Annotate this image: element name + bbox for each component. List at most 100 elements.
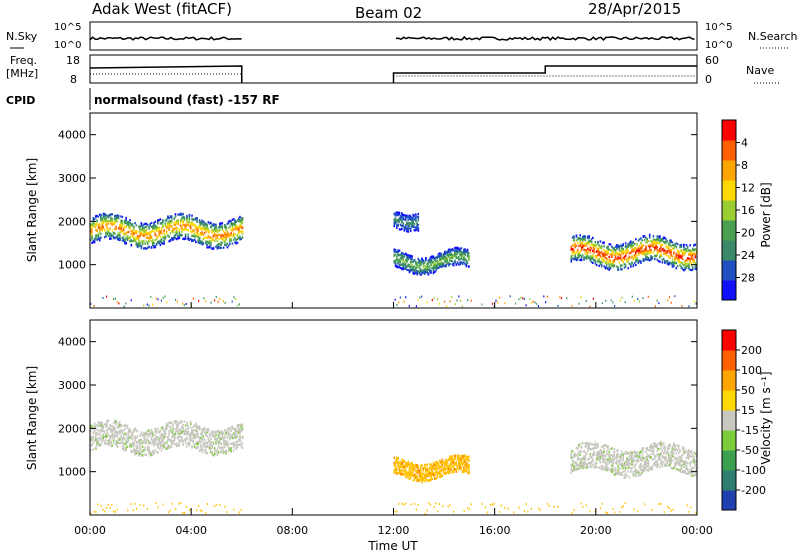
echo-cell: [576, 448, 579, 451]
echo-cell: [606, 261, 608, 264]
echo-cell: [393, 469, 396, 472]
echo-cell: [463, 465, 465, 468]
echo-cell: [239, 224, 241, 227]
echo-cell: [397, 262, 399, 265]
echo-cell: [588, 242, 590, 246]
echo-cell: [408, 223, 411, 226]
echo-cell: [145, 247, 148, 250]
echo-cell: [238, 226, 240, 229]
power-ylabel: Slant Range [km]: [25, 158, 39, 262]
echo-cell: [110, 219, 112, 222]
echo-cell: [240, 237, 243, 241]
echo-cell: [198, 221, 201, 224]
echo-cell: [195, 218, 197, 221]
echo-cell: [240, 440, 243, 443]
echo-cell: [168, 222, 170, 225]
echo-cell: [401, 469, 403, 472]
echo-cell: [201, 228, 203, 231]
echo-cell: [606, 466, 608, 470]
echo-cell: [626, 245, 628, 248]
echo-cell: [103, 236, 106, 239]
speckle-cell: [224, 301, 226, 304]
echo-cell: [425, 467, 427, 470]
echo-cell: [598, 466, 600, 469]
echo-cell: [627, 466, 629, 469]
echo-cell: [145, 442, 148, 445]
echo-cell: [641, 244, 643, 247]
speckle-cell: [113, 298, 115, 301]
echo-cell: [616, 265, 618, 268]
echo-cell: [131, 436, 134, 439]
echo-cell: [238, 432, 240, 435]
echo-cell: [617, 256, 619, 259]
echo-cell: [451, 462, 454, 465]
echo-cell: [200, 437, 202, 440]
echo-cell: [134, 438, 136, 442]
echo-cell: [595, 454, 598, 457]
echo-cell: [239, 220, 241, 223]
echo-cell: [690, 252, 693, 255]
echo-cell: [406, 214, 408, 217]
echo-cell: [674, 244, 676, 248]
echo-cell: [578, 255, 580, 259]
echo-cell: [215, 430, 217, 433]
echo-cell: [129, 444, 131, 447]
echo-cell: [608, 450, 611, 453]
speckle-cell: [525, 304, 527, 307]
echo-cell: [589, 463, 592, 466]
echo-cell: [587, 449, 589, 453]
echo-cell: [600, 261, 603, 264]
echo-cell: [416, 223, 418, 226]
echo-cell: [430, 472, 432, 475]
echo-cell: [191, 430, 193, 433]
echo-cell: [232, 223, 235, 226]
echo-cell: [397, 252, 399, 255]
echo-cell: [188, 224, 191, 227]
echo-cell: [193, 428, 196, 432]
echo-cell: [606, 246, 608, 249]
echo-cell: [684, 247, 686, 250]
echo-cell: [120, 224, 122, 227]
echo-cell: [149, 233, 151, 236]
echo-cell: [608, 268, 611, 271]
colorbar-tick-label: 12: [741, 182, 755, 195]
echo-cell: [623, 250, 626, 254]
speckle-cell: [688, 305, 690, 308]
echo-cell: [159, 441, 162, 444]
echo-cell: [458, 250, 460, 253]
echo-cell: [91, 443, 93, 446]
echo-cell: [659, 235, 661, 238]
echo-cell: [195, 429, 197, 433]
echo-cell: [210, 221, 212, 224]
echo-cell: [96, 214, 98, 218]
echo-cell: [91, 241, 93, 244]
echo-cell: [224, 232, 226, 235]
echo-cell: [148, 231, 150, 235]
speckle-cell: [580, 296, 582, 299]
echo-cell: [421, 476, 423, 479]
echo-cell: [212, 223, 215, 226]
echo-cell: [217, 242, 220, 245]
echo-cell: [182, 212, 184, 216]
echo-cell: [571, 248, 574, 251]
echo-cell: [231, 434, 234, 437]
echo-cell: [221, 225, 224, 228]
echo-cell: [584, 462, 587, 465]
echo-cell: [107, 441, 110, 444]
echo-cell: [434, 264, 436, 267]
echo-cell: [432, 471, 435, 474]
echo-cell: [97, 421, 100, 424]
echo-cell: [133, 236, 135, 239]
echo-cell: [241, 236, 244, 239]
echo-cell: [627, 458, 629, 461]
echo-cell: [398, 259, 401, 262]
speckle-cell: [114, 297, 116, 300]
echo-cell: [583, 465, 585, 468]
echo-cell: [575, 234, 578, 237]
echo-cell: [459, 457, 461, 460]
echo-cell: [630, 457, 632, 460]
echo-cell: [183, 430, 186, 433]
speckle-cell: [460, 299, 462, 302]
echo-cell: [90, 231, 92, 234]
echo-cell: [101, 219, 103, 223]
